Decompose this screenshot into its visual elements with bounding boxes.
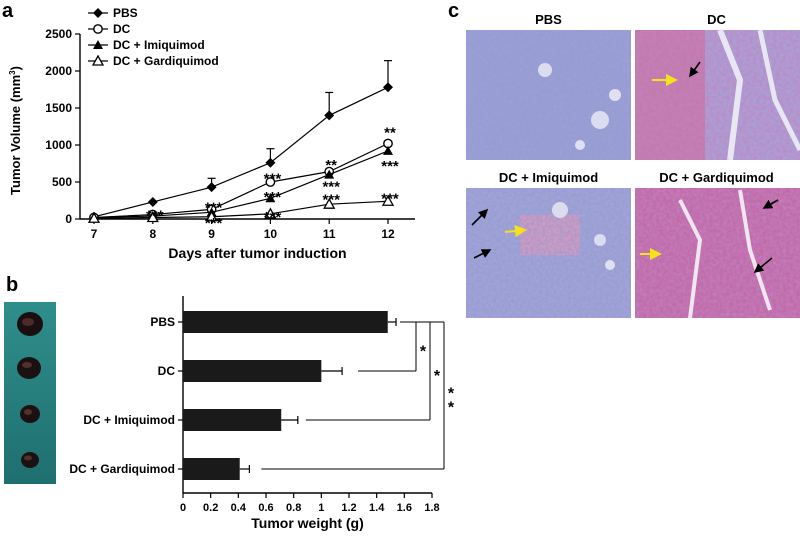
data-point xyxy=(383,145,393,155)
bar xyxy=(183,311,388,333)
x-axis-label: Tumor weight (g) xyxy=(251,515,364,531)
panel-letter-a: a xyxy=(2,0,14,22)
data-point xyxy=(87,211,101,223)
significance-mark: * xyxy=(420,344,427,361)
significance-mark: * xyxy=(448,400,455,417)
micrograph-imiquimod xyxy=(466,188,631,318)
legend-label: DC + Gardiquimod xyxy=(113,54,219,68)
x-axis-label: Days after tumor induction xyxy=(168,245,346,261)
data-point xyxy=(205,210,218,222)
x-tick-label: 1.2 xyxy=(341,502,356,514)
legend-label: DC + Imiquimod xyxy=(113,38,205,52)
micrograph-label-imiquimod: DC + Imiquimod xyxy=(498,170,599,185)
x-tick-label: 10 xyxy=(264,227,278,241)
significance-mark: *** xyxy=(322,191,340,208)
data-point xyxy=(324,169,335,179)
data-point xyxy=(265,193,276,203)
x-tick-label: 1.4 xyxy=(369,502,385,514)
series-line xyxy=(93,142,389,219)
significance-mark: *** xyxy=(264,209,282,226)
data-point xyxy=(147,196,158,207)
y-tick-label: 1500 xyxy=(45,101,72,115)
y-tick-label: 2000 xyxy=(45,64,72,78)
bar xyxy=(183,409,282,431)
data-point xyxy=(324,110,335,121)
data-point xyxy=(265,157,276,168)
series-line xyxy=(93,150,389,219)
series-line xyxy=(93,200,389,219)
tumor-weight-bar-chart: 0 0.2 0.4 0.6 0.8 1 1.2 1.4 1.6 1.8 Tumor weight (… xyxy=(69,296,455,531)
significance-mark: *** xyxy=(381,191,399,208)
y-tick-label: 2500 xyxy=(45,27,72,41)
x-tick-label: 9 xyxy=(208,227,215,241)
x-tick-label: 0.8 xyxy=(286,502,301,514)
y-tick-label: 500 xyxy=(52,175,72,189)
legend-label: PBS xyxy=(113,6,138,20)
micrograph-dc xyxy=(635,28,800,161)
legend-label: DC xyxy=(113,22,131,36)
legend-marker xyxy=(91,54,105,66)
micrograph-label-gardiquimod: DC + Gardiquimod xyxy=(659,170,774,185)
bar xyxy=(183,458,240,480)
x-tick-label: 0.2 xyxy=(203,502,218,514)
micrograph-label-dc: DC xyxy=(707,12,726,27)
bar xyxy=(183,360,322,382)
x-tick-label: 7 xyxy=(91,227,98,241)
panel-letter-c: c xyxy=(448,0,460,22)
data-point xyxy=(381,194,395,206)
legend: PBS DC DC + Imiquimod DC + Gardiquimod xyxy=(88,6,219,68)
tumor-volume-line-chart: 0 500 1000 1500 2000 2500 7 8 9 10 11 12 Days after … xyxy=(8,6,415,261)
significance-mark: *** xyxy=(205,215,223,232)
data-point xyxy=(206,182,217,193)
x-tick-label: 8 xyxy=(149,227,156,241)
significance-bracket: * xyxy=(305,321,441,421)
micrograph-label-pbs: PBS xyxy=(535,12,562,27)
significance-bracket: * xyxy=(358,321,427,372)
significance-mark: * xyxy=(434,368,441,385)
significance-bracket: ** xyxy=(261,321,455,470)
significance-mark: ** xyxy=(384,125,396,142)
significance-mark: *** xyxy=(322,179,340,196)
x-tick-label: 1.8 xyxy=(424,502,439,514)
data-point xyxy=(146,211,159,223)
x-tick-label: 1 xyxy=(318,502,324,514)
category-label: PBS xyxy=(150,315,175,329)
y-tick-label: 0 xyxy=(65,212,72,226)
x-tick-label: 0.6 xyxy=(258,502,273,514)
significance-mark: * xyxy=(448,386,455,403)
significance-mark: *** xyxy=(264,189,282,206)
micrograph-pbs xyxy=(466,30,631,160)
x-tick-label: 12 xyxy=(381,227,395,241)
tumor-photo xyxy=(4,302,56,484)
significance-mark: *** xyxy=(146,208,164,225)
legend-marker xyxy=(93,40,103,49)
micrograph-gardiquimod xyxy=(635,188,800,319)
x-tick-label: 0 xyxy=(180,502,186,514)
y-tick-label: 1000 xyxy=(45,138,72,152)
x-tick-label: 11 xyxy=(323,227,336,241)
category-label: DC xyxy=(158,364,176,378)
tumor-dc xyxy=(17,357,41,379)
data-point xyxy=(264,207,277,219)
legend-marker xyxy=(93,24,103,34)
series-line xyxy=(93,86,389,218)
significance-mark: *** xyxy=(264,171,282,188)
significance-mark: *** xyxy=(381,158,399,175)
y-axis-label: Tumor Volume (mm3) xyxy=(8,66,23,195)
data-point xyxy=(265,177,276,187)
x-tick-label: 1.6 xyxy=(397,502,412,514)
data-point xyxy=(323,197,336,209)
x-tick-label: 0.4 xyxy=(231,502,247,514)
legend-marker xyxy=(93,8,103,18)
panel-letter-b: b xyxy=(6,274,19,296)
significance-mark: *** xyxy=(205,199,223,216)
series-dc-gardiquimod xyxy=(87,194,395,223)
data-point xyxy=(383,82,393,93)
category-label: DC + Gardiquimod xyxy=(69,462,175,476)
category-label: DC + Imiquimod xyxy=(83,413,175,427)
significance-mark: ** xyxy=(325,157,337,174)
